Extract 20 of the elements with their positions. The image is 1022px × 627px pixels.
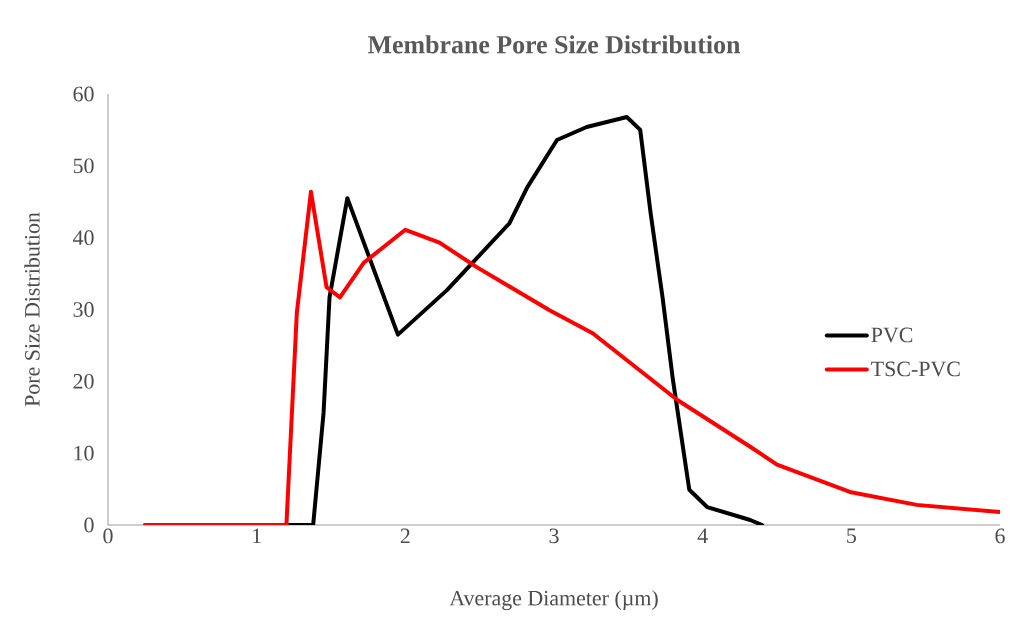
legend-label: PVC [871,327,913,343]
y-tick-label: 30 [73,302,94,317]
x-tick-label: 1 [253,528,261,543]
x-tick-label: 5 [847,528,856,544]
x-tick-label: 0 [103,528,113,544]
x-tick-label: 2 [400,528,410,544]
line-series [143,189,1001,525]
x-axis-title: Average Diameter (µm) [449,590,658,611]
y-tick-label: 20 [73,373,94,389]
y-tick-label: 10 [74,445,94,461]
x-tick-label: 6 [995,528,1005,544]
y-tick-label: 40 [72,230,94,246]
y-tick-label: 0 [84,517,94,533]
x-tick-label: 3 [549,528,559,544]
legend-label: TSC-PVC [871,361,960,377]
x-tick-label: 4 [697,528,708,543]
y-tick-label: 60 [73,86,94,102]
chart-title: Membrane Pore Size Distribution [367,35,741,54]
y-axis-title: Pore Size Distribution [24,212,40,407]
y-tick-label: 50 [73,158,94,174]
